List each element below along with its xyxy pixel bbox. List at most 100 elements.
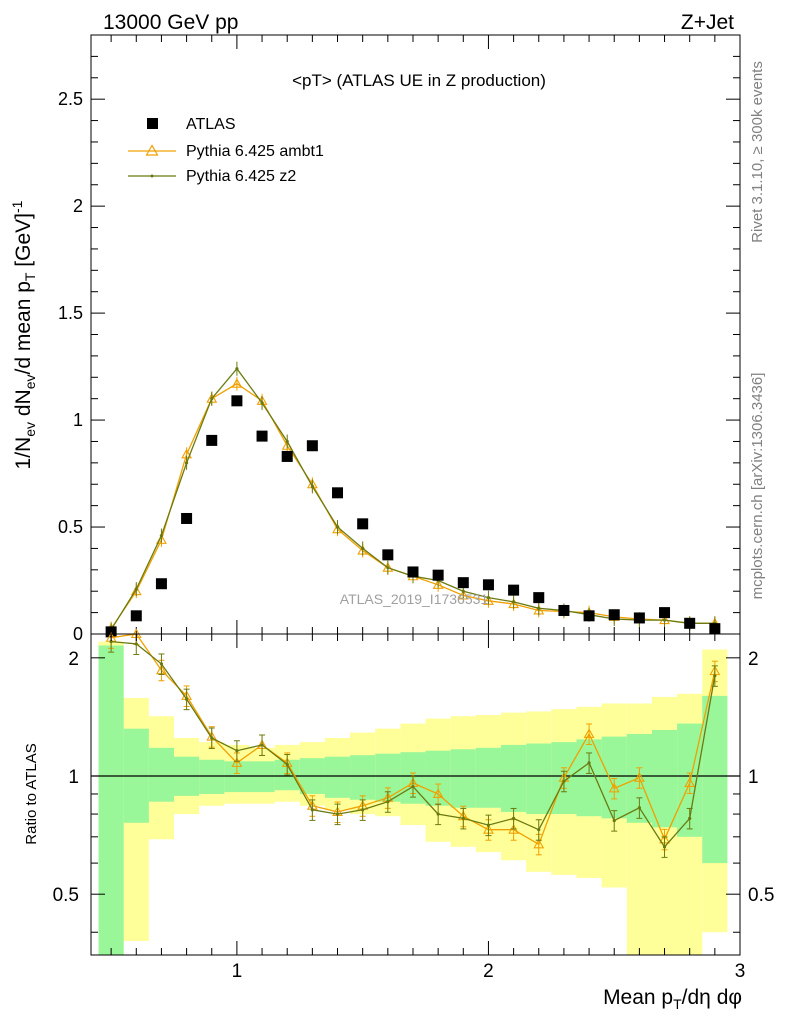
ratio-ytick-label-right: 2 <box>748 649 759 670</box>
ratio-xtick-label: 3 <box>735 961 746 982</box>
ratio-band-inner <box>249 761 275 793</box>
main-ytick-label: 1 <box>73 410 83 430</box>
main-point-atlas <box>533 592 545 604</box>
ratio-ytick-label: 1 <box>68 767 79 788</box>
header-right: Z+Jet <box>681 11 734 34</box>
ratio-band-inner <box>199 759 225 794</box>
ratio-plot-area <box>91 628 740 955</box>
main-point-atlas <box>281 450 293 462</box>
ratio-band-inner <box>350 755 376 800</box>
ratio-band-inner <box>702 695 728 864</box>
main-y-ticks: 0 0.5 1 1.5 2 2.5 <box>58 35 741 644</box>
main-point-atlas <box>357 518 369 530</box>
ratio-point-ambt1 <box>533 838 545 849</box>
main-point-atlas <box>206 434 218 446</box>
main-panel: <pT> (ATLAS UE in Z production) ATLAS_20… <box>9 34 741 644</box>
main-point-atlas <box>633 612 645 624</box>
legend: ATLAS Pythia 6.425 ambt1 Pythia 6.425 z2 <box>128 116 324 185</box>
ratio-band-inner <box>526 743 552 815</box>
ratio-point-z2 <box>285 762 289 767</box>
ratio-band-inner <box>475 747 502 808</box>
ratio-point-z2 <box>637 806 641 810</box>
main-point-atlas <box>407 566 419 578</box>
ratio-point-z2 <box>184 697 189 701</box>
ratio-ytick-label: 2 <box>68 649 79 670</box>
mcplots-label: mcplots.cern.ch [arXiv:1306.3436] <box>749 373 766 600</box>
main-point-z2 <box>184 461 189 465</box>
ratio-xtick-label: 2 <box>483 961 494 982</box>
ratio-band-inner <box>450 749 476 808</box>
legend-marker-atlas <box>147 118 158 129</box>
main-point-atlas <box>306 440 318 452</box>
main-point-z2 <box>335 525 340 529</box>
ratio-point-z2 <box>210 736 214 740</box>
ratio-point-ambt1 <box>608 782 620 793</box>
legend-label-z2: Pythia 6.425 z2 <box>186 168 296 185</box>
main-point-ambt1 <box>432 579 444 589</box>
x-axis-label: Mean pT/dη dφ <box>603 986 742 1012</box>
main-point-atlas <box>558 604 570 616</box>
main-ytick-label: 0 <box>73 624 83 644</box>
ratio-ytick-label: 0.5 <box>53 885 79 906</box>
main-y-label: 1/Nev dNev/d mean pT [GeV]-1 <box>9 200 38 469</box>
main-ytick-label: 0.5 <box>58 517 83 537</box>
legend-label-ambt1: Pythia 6.425 ambt1 <box>186 143 324 160</box>
ratio-x-ticks: 1 2 3 <box>110 634 746 982</box>
main-point-atlas <box>684 617 696 629</box>
main-point-z2 <box>662 618 667 622</box>
ratio-point-z2 <box>386 800 390 804</box>
header-left: 13000 GeV pp <box>103 11 238 34</box>
main-point-z2 <box>260 401 264 405</box>
main-point-z2 <box>159 533 164 538</box>
main-point-z2 <box>235 367 239 371</box>
main-point-ambt1 <box>457 589 469 600</box>
ratio-point-ambt1 <box>432 788 444 799</box>
ratio-point-ambt1 <box>633 772 645 782</box>
ratio-point-z2 <box>713 674 717 678</box>
legend-label-atlas: ATLAS <box>186 116 236 133</box>
main-point-atlas <box>181 512 193 524</box>
ratio-band-inner <box>576 739 602 817</box>
main-ytick-label: 2.5 <box>58 89 83 109</box>
main-point-atlas <box>659 607 671 619</box>
main-point-z2 <box>285 439 289 444</box>
ratio-ytick-label-right: 0.5 <box>748 885 774 906</box>
main-point-z2 <box>134 587 138 591</box>
ratio-point-z2 <box>310 808 314 812</box>
main-point-atlas <box>256 430 268 442</box>
legend-marker-z2 <box>150 174 154 178</box>
ratio-xtick-label: 1 <box>232 961 243 982</box>
ratio-band-inner <box>501 744 527 812</box>
main-point-z2 <box>310 484 314 488</box>
ratio-point-z2 <box>587 761 591 765</box>
main-point-atlas <box>332 487 344 499</box>
ratio-band-inner <box>651 729 678 828</box>
ratio-point-z2 <box>134 642 138 646</box>
rivet-label: Rivet 3.1.10, ≥ 300k events <box>749 61 766 243</box>
main-point-z2 <box>210 397 214 401</box>
main-point-atlas <box>432 569 444 581</box>
main-point-atlas <box>482 579 494 591</box>
main-ytick-label: 2 <box>73 196 83 216</box>
ratio-point-z2 <box>109 639 113 644</box>
main-point-atlas <box>508 584 520 596</box>
ratio-band-inner <box>148 747 175 802</box>
ratio-point-z2 <box>461 816 465 820</box>
main-point-z2 <box>386 566 390 570</box>
ratio-point-ambt1 <box>583 728 595 738</box>
main-ytick-label: 1.5 <box>58 303 83 323</box>
main-point-z2 <box>486 596 491 600</box>
main-point-z2 <box>537 606 541 610</box>
main-point-atlas <box>231 395 243 407</box>
ratio-point-z2 <box>260 743 264 747</box>
ratio-y-ticks: 0.5 0.5 1 1 2 2 <box>53 649 774 933</box>
ratio-band-inner <box>601 736 627 819</box>
ratio-point-z2 <box>688 816 692 820</box>
ratio-point-z2 <box>486 823 491 827</box>
main-point-atlas <box>457 577 469 589</box>
ratio-point-z2 <box>436 812 440 816</box>
legend-marker-ambt1 <box>145 144 159 156</box>
main-point-atlas <box>608 609 620 621</box>
watermark: ATLAS_2019_I1736531 <box>340 591 489 607</box>
